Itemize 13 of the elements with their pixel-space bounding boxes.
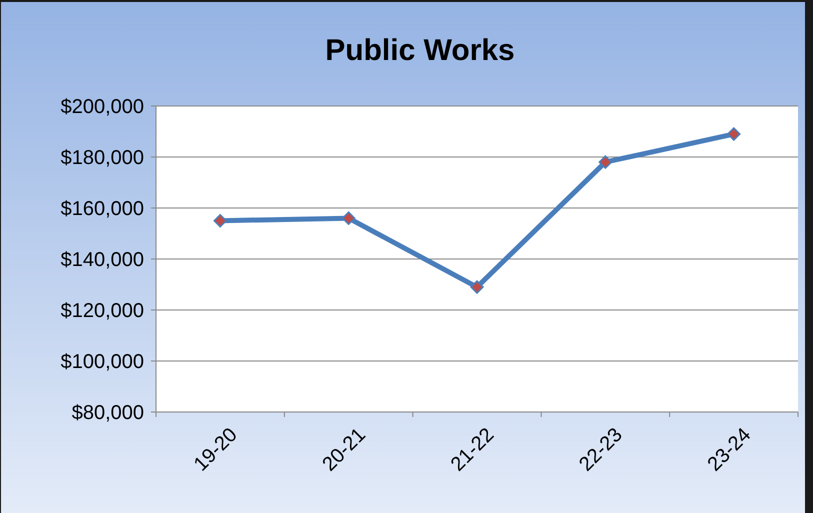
point	[727, 127, 741, 141]
y-tick-label: $160,000	[60, 198, 144, 220]
y-tick-label: $120,000	[60, 300, 144, 322]
y-tick-label: $140,000	[60, 249, 144, 271]
chart-title: Public Works	[325, 34, 515, 67]
point	[342, 211, 356, 225]
point	[598, 155, 612, 169]
point	[470, 280, 484, 294]
point	[213, 214, 227, 228]
y-tick-label: $180,000	[60, 147, 144, 169]
y-tick-label: $200,000	[60, 96, 144, 118]
y-tick-label: $80,000	[72, 402, 144, 424]
y-tick-label: $100,000	[60, 351, 144, 373]
